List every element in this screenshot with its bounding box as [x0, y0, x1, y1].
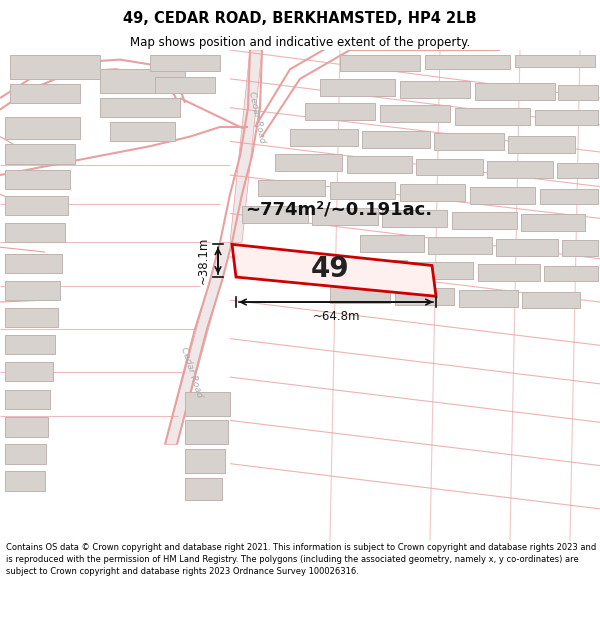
Polygon shape	[345, 260, 407, 277]
Polygon shape	[395, 288, 454, 305]
Polygon shape	[562, 241, 598, 256]
Polygon shape	[5, 144, 75, 164]
Polygon shape	[100, 98, 180, 118]
Polygon shape	[362, 131, 430, 148]
Polygon shape	[230, 50, 262, 242]
Text: 49, CEDAR ROAD, BERKHAMSTED, HP4 2LB: 49, CEDAR ROAD, BERKHAMSTED, HP4 2LB	[123, 11, 477, 26]
Polygon shape	[312, 208, 378, 225]
Polygon shape	[5, 335, 55, 354]
Polygon shape	[558, 84, 598, 100]
Polygon shape	[400, 81, 470, 98]
Polygon shape	[5, 196, 68, 216]
Polygon shape	[360, 235, 424, 252]
Polygon shape	[380, 105, 450, 122]
Polygon shape	[275, 154, 342, 171]
Polygon shape	[487, 161, 553, 178]
Polygon shape	[522, 292, 580, 308]
Polygon shape	[5, 223, 65, 243]
Polygon shape	[5, 118, 80, 139]
Polygon shape	[290, 129, 358, 146]
Polygon shape	[5, 254, 62, 273]
Polygon shape	[5, 308, 58, 327]
Polygon shape	[496, 239, 558, 256]
Polygon shape	[232, 244, 436, 296]
Text: Contains OS data © Crown copyright and database right 2021. This information is : Contains OS data © Crown copyright and d…	[6, 543, 596, 576]
Polygon shape	[455, 107, 530, 125]
Polygon shape	[5, 444, 46, 464]
Polygon shape	[459, 289, 518, 307]
Text: ~774m²/~0.191ac.: ~774m²/~0.191ac.	[245, 201, 432, 218]
Polygon shape	[382, 210, 447, 227]
Polygon shape	[5, 362, 53, 381]
Polygon shape	[5, 471, 45, 491]
Polygon shape	[557, 162, 598, 178]
Text: ~64.8m: ~64.8m	[312, 310, 360, 322]
Polygon shape	[10, 84, 80, 103]
Polygon shape	[521, 214, 585, 231]
Text: Cedar Road: Cedar Road	[247, 91, 267, 144]
Polygon shape	[185, 421, 228, 444]
Polygon shape	[150, 55, 220, 71]
Polygon shape	[400, 184, 465, 201]
Polygon shape	[478, 264, 540, 281]
Polygon shape	[305, 103, 375, 120]
Polygon shape	[5, 281, 60, 300]
Polygon shape	[416, 159, 483, 175]
Polygon shape	[347, 156, 412, 173]
Polygon shape	[100, 69, 185, 93]
Text: Map shows position and indicative extent of the property.: Map shows position and indicative extent…	[130, 36, 470, 49]
Polygon shape	[508, 136, 575, 153]
Polygon shape	[428, 237, 492, 254]
Polygon shape	[434, 132, 504, 150]
Polygon shape	[540, 189, 598, 204]
Polygon shape	[10, 55, 100, 79]
Polygon shape	[320, 79, 395, 96]
Polygon shape	[5, 170, 70, 189]
Polygon shape	[242, 206, 308, 223]
Polygon shape	[165, 242, 232, 444]
Polygon shape	[330, 286, 390, 303]
Polygon shape	[475, 82, 555, 100]
Polygon shape	[5, 418, 48, 437]
Polygon shape	[155, 77, 215, 93]
Polygon shape	[452, 212, 517, 229]
Polygon shape	[515, 55, 595, 68]
Polygon shape	[330, 182, 395, 199]
Polygon shape	[5, 389, 50, 409]
Polygon shape	[470, 187, 535, 204]
Polygon shape	[110, 122, 175, 141]
Polygon shape	[185, 478, 222, 500]
Polygon shape	[258, 180, 325, 196]
Polygon shape	[544, 266, 598, 281]
Text: 49: 49	[311, 256, 349, 283]
Polygon shape	[185, 391, 230, 416]
Polygon shape	[340, 55, 420, 71]
Polygon shape	[425, 55, 510, 69]
Polygon shape	[412, 262, 473, 279]
Text: ~38.1m: ~38.1m	[197, 237, 210, 284]
Polygon shape	[185, 449, 225, 473]
Text: Cedar Road: Cedar Road	[179, 346, 205, 399]
Polygon shape	[535, 109, 598, 125]
